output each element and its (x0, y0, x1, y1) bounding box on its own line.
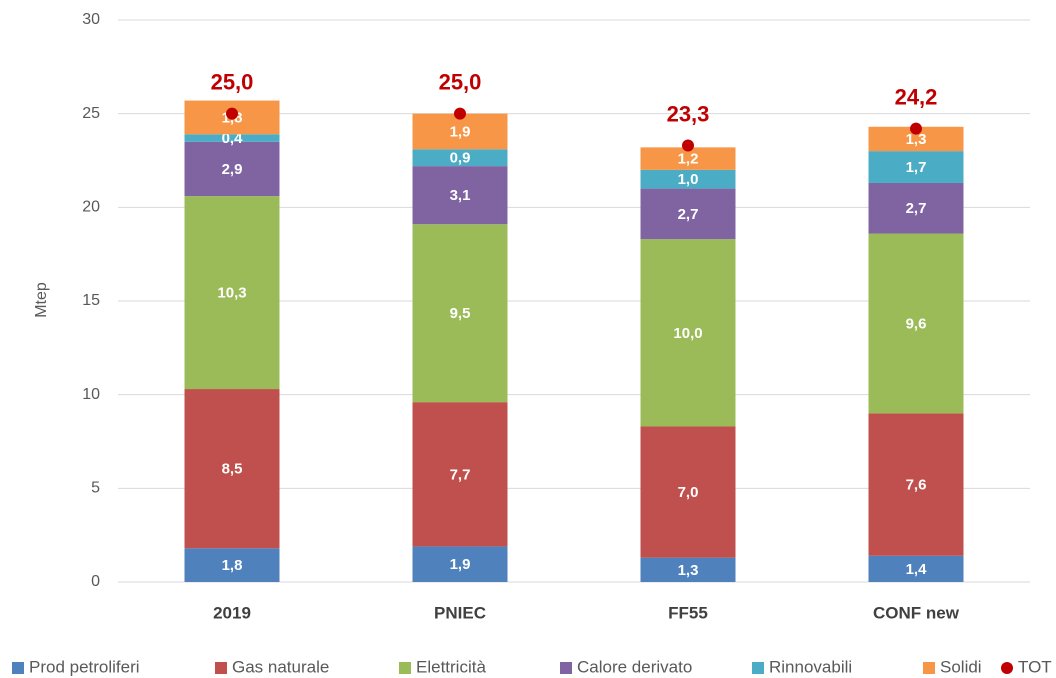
total-dot (226, 107, 238, 120)
legend-label: Rinnovabili (769, 657, 852, 676)
y-tick-label: 30 (82, 11, 100, 28)
legend-swatch (1001, 662, 1013, 674)
data-label: 0,9 (450, 150, 471, 167)
data-label: 1,4 (906, 561, 928, 578)
legend-swatch (215, 662, 227, 674)
x-tick-label: 2019 (213, 603, 251, 622)
bar-segment (640, 147, 736, 170)
bar-segment (868, 413, 964, 556)
data-label: 1,8 (222, 557, 243, 574)
data-label: 1,3 (678, 562, 699, 579)
legend-swatch (923, 662, 935, 674)
legend-label: Elettricità (416, 657, 486, 676)
bar-segment (640, 239, 736, 427)
legend-label: Prod petroliferi (29, 657, 140, 676)
data-label: 9,6 (906, 315, 927, 332)
total-dot (682, 139, 694, 152)
y-tick-label: 5 (91, 480, 100, 497)
bar-segment (412, 546, 508, 582)
legend-label: Gas naturale (232, 657, 329, 676)
bar-segment (412, 402, 508, 547)
data-label: 1,2 (678, 151, 699, 168)
x-tick-label: PNIEC (434, 603, 486, 622)
y-axis-label: Mtep (33, 282, 50, 318)
bar-segment (868, 182, 964, 234)
data-label: 9,5 (450, 305, 471, 322)
data-label: 1,7 (906, 159, 927, 176)
data-label: 2,7 (906, 200, 927, 217)
total-label: 25,0 (439, 69, 482, 94)
bar-segment (868, 151, 964, 183)
bar-segment (412, 149, 508, 167)
bar-segment (184, 389, 280, 549)
legend-swatch (752, 662, 764, 674)
data-label: 7,7 (450, 466, 471, 483)
bar-segment (412, 224, 508, 403)
bar-segment (184, 134, 280, 142)
bar-segment (412, 166, 508, 225)
data-label: 1,3 (906, 131, 927, 148)
data-label: 1,0 (678, 171, 699, 188)
bar-segment (640, 188, 736, 240)
y-tick-label: 25 (82, 105, 100, 122)
data-label: 8,5 (222, 461, 243, 478)
bar-segment (184, 196, 280, 390)
data-label: 2,9 (222, 161, 243, 178)
legend-label: Calore derivato (577, 657, 692, 676)
data-label: 1,9 (450, 123, 471, 140)
y-tick-label: 15 (82, 292, 100, 309)
data-label: 10,0 (673, 325, 702, 342)
bar-segment (640, 557, 736, 582)
y-tick-label: 10 (82, 386, 100, 403)
legend-swatch (399, 662, 411, 674)
data-label: 2,7 (678, 206, 699, 223)
data-label: 3,1 (450, 187, 471, 204)
bar-segment (184, 548, 280, 582)
data-label: 10,3 (217, 285, 246, 302)
legend-label: TOT (1018, 657, 1052, 676)
data-label: 1,9 (450, 556, 471, 573)
bar-segment (184, 141, 280, 197)
bar-segment (868, 233, 964, 414)
data-label: 7,6 (906, 477, 927, 494)
y-tick-label: 0 (91, 573, 100, 590)
legend-swatch (12, 662, 24, 674)
legend-swatch (560, 662, 572, 674)
bar-segment (640, 169, 736, 189)
x-tick-label: FF55 (668, 603, 708, 622)
total-label: 23,3 (667, 101, 710, 126)
data-label: 7,0 (678, 484, 699, 501)
total-dot (454, 107, 466, 120)
total-label: 25,0 (211, 69, 254, 94)
total-label: 24,2 (895, 84, 938, 109)
bar-segment (868, 555, 964, 582)
total-dot (910, 122, 922, 135)
bar-segment (640, 426, 736, 558)
y-tick-label: 20 (82, 199, 100, 216)
x-tick-label: CONF new (873, 603, 960, 622)
legend-label: Solidi (940, 657, 982, 676)
